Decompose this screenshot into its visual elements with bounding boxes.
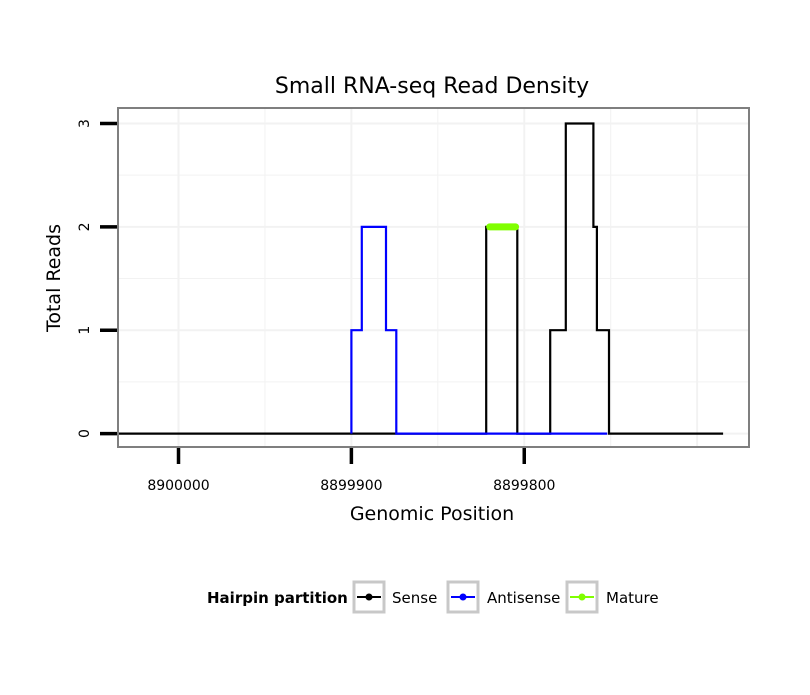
x-axis-label: Genomic Position <box>350 503 514 525</box>
y-tick-label: 0 <box>77 429 93 438</box>
plot-panel-border <box>117 107 750 448</box>
legend-label-antisense: Antisense <box>487 589 560 607</box>
y-axis-label: Total Reads <box>43 224 65 333</box>
x-tick-label: 8900000 <box>147 478 209 494</box>
legend-item-sense: Sense <box>352 580 437 614</box>
y-tick-label: 3 <box>77 119 93 128</box>
legend-dot-antisense <box>459 593 467 601</box>
legend-item-mature: Mature <box>565 580 659 614</box>
y-tick-label: 2 <box>77 222 93 231</box>
legend-dot-mature <box>578 593 586 601</box>
legend-title: Hairpin partition <box>207 589 348 607</box>
chart-title: Small RNA-seq Read Density <box>275 74 589 99</box>
series-layer <box>118 122 724 435</box>
x-tick-label: 8899800 <box>493 478 555 494</box>
axes: 8900000 8899900 8899800 0 1 2 3 <box>77 119 555 494</box>
series-line-antisense <box>350 225 608 435</box>
legend: Hairpin partition Sense Antisense Mature <box>207 580 659 614</box>
grid <box>118 108 749 447</box>
legend-label-mature: Mature <box>606 589 659 607</box>
x-tick-label: 8899900 <box>320 478 382 494</box>
legend-label-sense: Sense <box>392 589 437 607</box>
legend-item-antisense: Antisense <box>446 580 560 614</box>
y-tick-label: 1 <box>77 326 93 335</box>
legend-dot-sense <box>365 593 373 601</box>
